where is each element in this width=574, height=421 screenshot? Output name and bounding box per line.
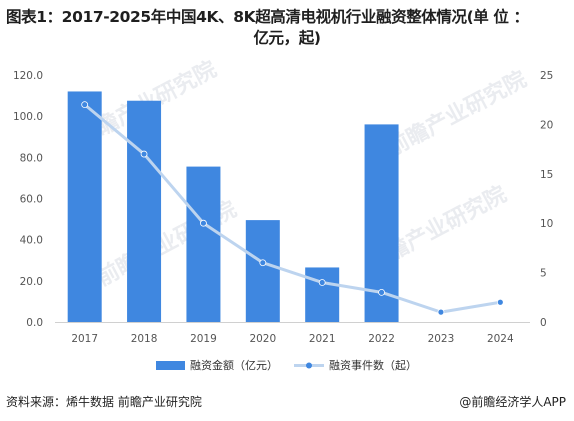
line-point-2022 xyxy=(378,288,385,296)
x-axis: 2017 2018 2019 2020 2021 2022 2023 2024 xyxy=(55,322,530,345)
right-axis-tick-label: 20 xyxy=(540,119,553,131)
credit-note: @前瞻经济学人APP xyxy=(459,395,566,409)
line-point-2020 xyxy=(259,259,267,267)
title-line-1: 图表1：2017-2025年中国4K、8K超高清电视机行业融资整体情况(单 位 … xyxy=(6,8,529,26)
title-line-2: 亿元，起) xyxy=(253,29,321,47)
right-axis-tick-label: 0 xyxy=(540,317,547,329)
right-axis-tick-label: 25 xyxy=(540,70,553,82)
left-axis: 0.0 20.0 40.0 60.0 80.0 100.0 120.0 xyxy=(13,70,43,329)
line-point-2024 xyxy=(496,298,504,306)
left-axis-tick-label: 120.0 xyxy=(13,70,43,82)
legend-bar-label: 融资金额（亿元） xyxy=(190,358,278,372)
right-axis-tick-label: 5 xyxy=(540,268,547,280)
legend-bar-swatch xyxy=(156,361,185,370)
bar-2021 xyxy=(305,267,340,322)
bar-2020 xyxy=(245,220,280,322)
line-point-2017 xyxy=(81,101,89,109)
left-axis-tick-label: 20.0 xyxy=(20,276,43,288)
x-tick-label: 2017 xyxy=(71,333,98,345)
x-tick-label: 2021 xyxy=(309,333,336,345)
left-axis-tick-label: 0.0 xyxy=(26,317,43,329)
chart-title: 图表1：2017-2025年中国4K、8K超高清电视机行业融资整体情况(单 位 … xyxy=(6,7,568,49)
x-tick-label: 2020 xyxy=(249,333,276,345)
line-point-2018 xyxy=(140,150,148,158)
line-path xyxy=(83,103,501,314)
watermark-text-1: 前瞻产业研究院 xyxy=(383,66,531,161)
source-note: 资料来源：烯牛数据 前瞻产业研究院 xyxy=(6,395,202,409)
bar-series xyxy=(67,91,399,323)
line-series xyxy=(81,101,504,316)
right-axis: 0 5 10 15 20 25 xyxy=(540,70,553,329)
legend-line-marker xyxy=(306,362,312,369)
left-axis-tick-label: 60.0 xyxy=(20,194,43,206)
line-point-2021 xyxy=(318,279,326,286)
legend: 融资金额（亿元） 融资事件数（起） xyxy=(156,358,417,372)
x-tick-label: 2019 xyxy=(190,333,217,345)
x-tick-label: 2018 xyxy=(131,333,158,345)
bar-2017 xyxy=(67,91,102,322)
right-axis-tick-label: 10 xyxy=(540,218,553,230)
line-point-2019 xyxy=(200,219,207,227)
bar-2018 xyxy=(127,100,162,323)
x-tick-label: 2023 xyxy=(428,333,455,345)
x-tick-label: 2022 xyxy=(368,333,395,345)
left-axis-tick-label: 100.0 xyxy=(13,111,43,123)
x-tick-label: 2024 xyxy=(487,333,514,345)
right-axis-tick-label: 15 xyxy=(540,169,553,181)
bar-2019 xyxy=(186,166,221,322)
left-axis-tick-label: 80.0 xyxy=(20,152,43,164)
line-point-2023 xyxy=(437,308,445,316)
legend-line-label: 融资事件数（起） xyxy=(329,359,417,372)
left-axis-tick-label: 40.0 xyxy=(20,235,43,247)
